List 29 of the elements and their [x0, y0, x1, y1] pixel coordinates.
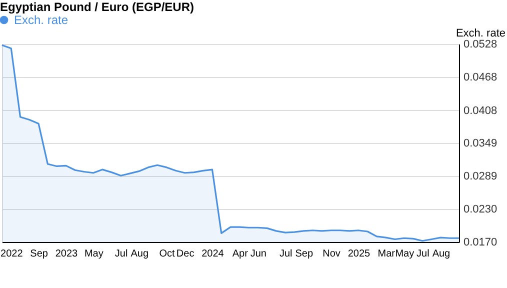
y-tick-label: 0.0170 [464, 236, 498, 248]
x-tick-label: Sep [295, 248, 314, 260]
x-tick-label: 2025 [348, 248, 371, 260]
x-tick-label: Sep [30, 248, 48, 260]
x-tick-label: 2023 [55, 248, 78, 260]
x-tick-label: May [84, 248, 104, 260]
x-tick-label: Jul [416, 248, 430, 260]
y-tick-label: 0.0528 [464, 38, 498, 50]
y-tick-label: 0.0349 [464, 138, 498, 150]
x-tick-label: Oct [159, 248, 176, 260]
y-tick-label: 0.0289 [464, 170, 498, 183]
x-tick-label: Aug [432, 248, 450, 260]
x-tick-label: Aug [130, 248, 148, 260]
chart-title: Egyptian Pound / Euro (EGP/EUR) [0, 0, 194, 14]
y-tick-label: 0.0230 [464, 203, 498, 216]
x-tick-label: Apr [232, 248, 249, 260]
x-tick-label: Dec [176, 248, 194, 260]
y-tick-label: 0.0408 [464, 104, 498, 117]
x-tick-label: Jun [250, 248, 266, 260]
x-tick-label: 2024 [202, 248, 224, 260]
x-tick-label: Mar [378, 248, 396, 260]
x-tick-label: 2022 [0, 248, 24, 260]
legend-label: Exch. rate [14, 13, 68, 27]
y-tick-label: 0.0468 [464, 72, 498, 84]
y-axis-title: Exch. rate [456, 28, 506, 40]
x-tick-label: Jul [114, 248, 128, 260]
x-tick-label: May [395, 248, 414, 260]
x-tick-label: Nov [322, 248, 340, 260]
x-tick-label: Jul [279, 248, 292, 260]
